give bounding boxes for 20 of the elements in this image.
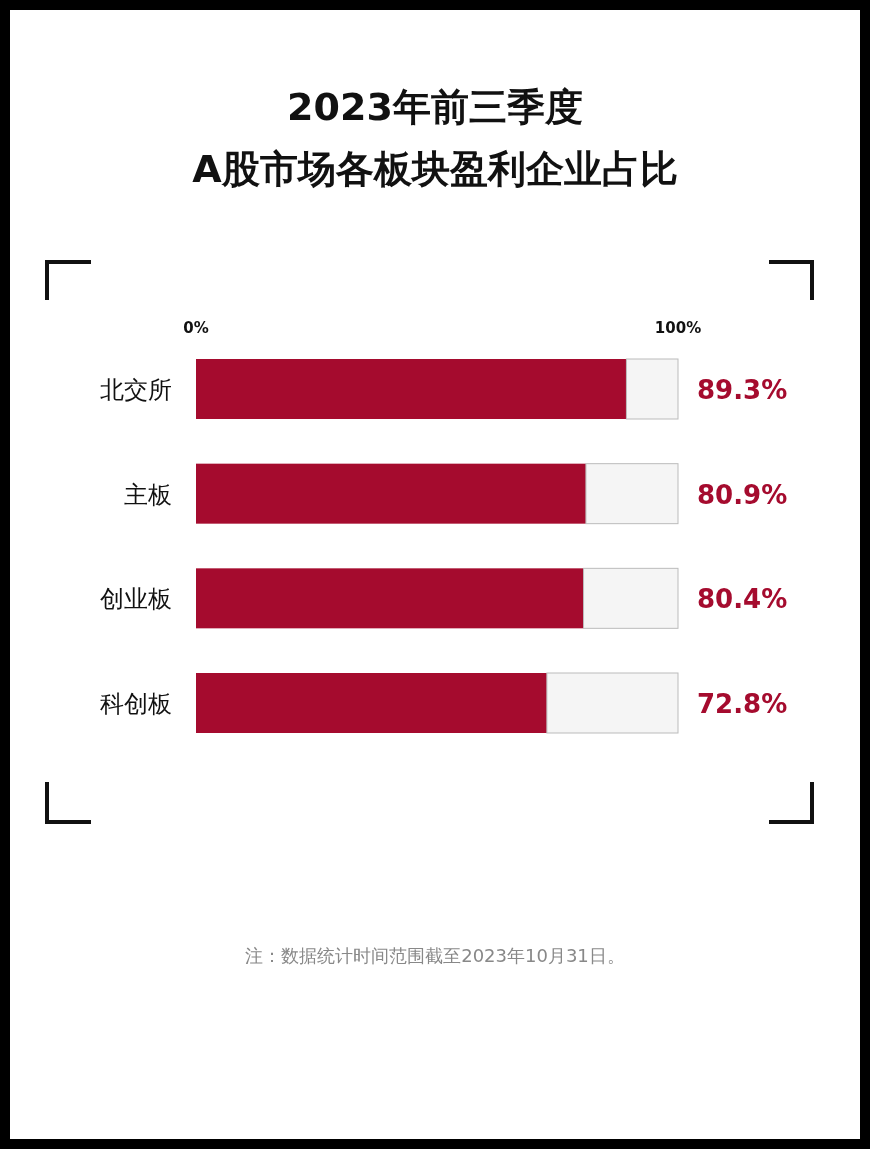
bar [583,567,679,629]
bar [196,463,586,524]
bar [196,673,547,733]
data-label: 80.4% [697,584,788,615]
bar [625,358,679,420]
data-label: 89.3% [697,375,788,405]
text: 注：数据统计时间范围截至2023年10月31日。 [245,945,625,966]
data-label: 72.8% [697,689,788,719]
bar [546,672,679,734]
bar [585,463,679,525]
data-label: 80.9% [697,479,788,510]
chart-title: 2023年前三季度 A股市场各板块盈利企业占比 [192,85,678,191]
y-tick-label: 科创板 [100,690,172,718]
x-tick-label: 0% [183,319,209,337]
bar [196,568,584,629]
bar [196,359,627,419]
x-tick-label: 100% [654,319,702,337]
y-tick-label: 创业板 [100,585,172,614]
y-tick-label: 主板 [124,480,172,509]
y-tick-label: 北交所 [100,376,172,404]
